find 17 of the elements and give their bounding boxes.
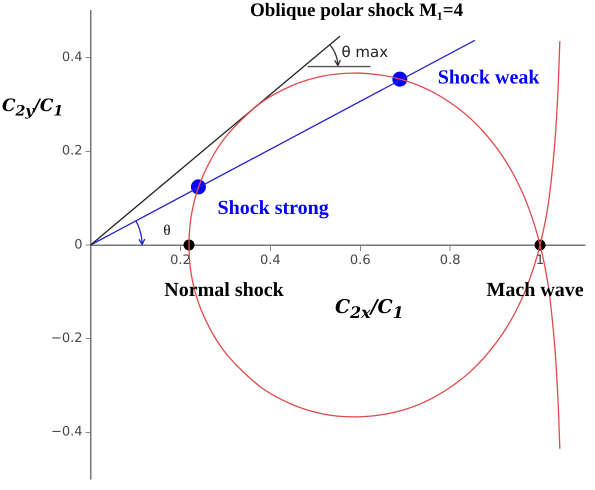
y-tick-label: −0.2 [50, 331, 83, 346]
y-tick-label: 0 [74, 237, 83, 252]
annotation: θ [163, 222, 171, 239]
x-tick-label: 0.8 [440, 253, 460, 268]
annotation: Shock strong [217, 197, 329, 220]
x-axis-title: C$_{2x}$/C$_{1}$ [335, 296, 404, 322]
x-tick-label: 0.4 [260, 253, 281, 268]
x-tick-label: 0.6 [350, 253, 371, 268]
annotation: Shock weak [438, 66, 540, 88]
x-tick-label: 0.2 [170, 253, 191, 268]
chart-title: Oblique polar shock M₁=4 [250, 0, 464, 22]
x-tick-label: 1 [536, 253, 544, 268]
annotation: θ max [341, 42, 388, 61]
y-tick-label: 0.2 [62, 144, 83, 159]
y-axis-title: C$_{2y}$/C$_{1}$ [2, 96, 64, 120]
y-tick-label: −0.4 [50, 424, 83, 440]
y-tick-label: 0.4 [62, 50, 83, 66]
